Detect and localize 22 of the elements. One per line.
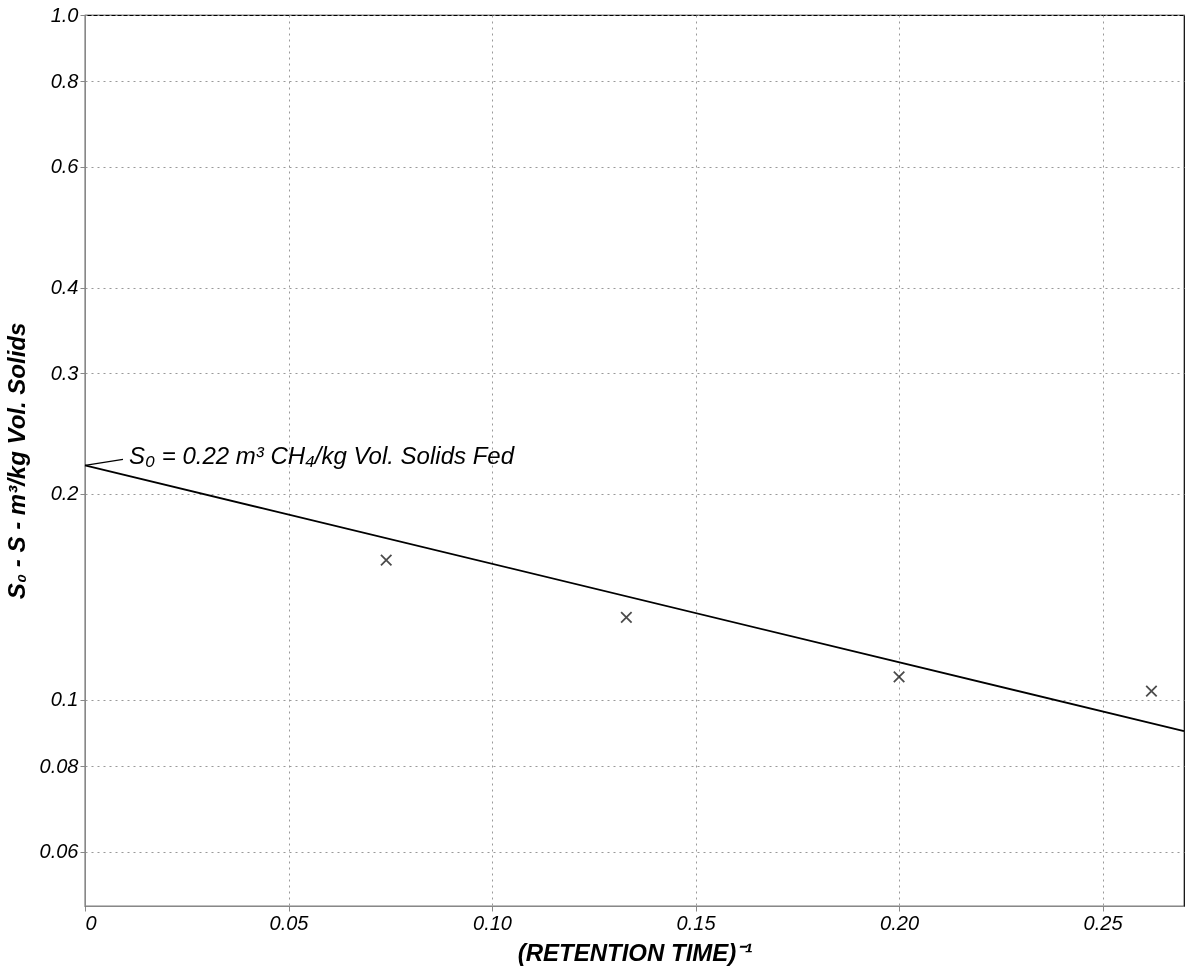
point — [1145, 684, 1158, 698]
x-tick-label: 0.25 — [1083, 911, 1124, 934]
y-tick-label: 0.2 — [50, 482, 79, 505]
point — [620, 611, 633, 624]
x-axis-title: (RETENTION TIME)⁻¹ — [517, 938, 753, 966]
x-tick-label: 0.15 — [676, 911, 717, 934]
y-tick-label: 1.0 — [50, 3, 79, 26]
y-tick-label: 0.3 — [50, 361, 79, 384]
x-tick-label: 0.05 — [269, 911, 310, 934]
y-tick-label: 0.8 — [50, 69, 79, 92]
y-tick-label: 0.08 — [39, 754, 79, 777]
x-tick-label: 0.20 — [880, 911, 920, 934]
y-tick-label: 0.6 — [50, 155, 80, 178]
x-tick-label: 0.10 — [473, 911, 513, 934]
point — [892, 670, 906, 684]
x-tick-label: 0 — [85, 911, 97, 934]
y-tick-label: 0.4 — [50, 276, 79, 299]
y-tick-label: 0.1 — [50, 688, 79, 711]
point — [380, 553, 393, 567]
y-tick-label: 0.06 — [39, 840, 80, 863]
y-axis-title: S₀ - S - m³/kg Vol. Solids — [2, 322, 30, 600]
annotation: S₀ = 0.22 m³ CH₄/kg Vol. Solids Fed — [129, 442, 515, 470]
